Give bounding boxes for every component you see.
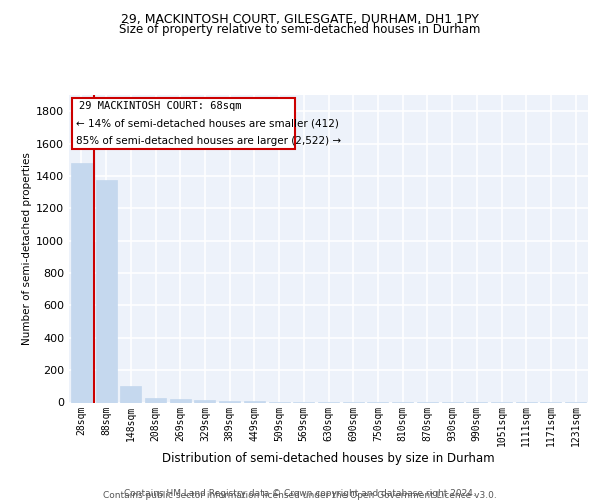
Text: 29, MACKINTOSH COURT, GILESGATE, DURHAM, DH1 1PY: 29, MACKINTOSH COURT, GILESGATE, DURHAM,… (121, 12, 479, 26)
Bar (120, 386, 141, 402)
Text: ← 14% of semi-detached houses are smaller (412): ← 14% of semi-detached houses are smalle… (76, 118, 338, 128)
Text: Contains public sector information licensed under the Open Government Licence v3: Contains public sector information licen… (103, 491, 497, 500)
X-axis label: Distribution of semi-detached houses by size in Durham: Distribution of semi-detached houses by … (162, 452, 495, 465)
Text: Contains HM Land Registry data © Crown copyright and database right 2024.: Contains HM Land Registry data © Crown c… (124, 488, 476, 498)
Text: Size of property relative to semi-detached houses in Durham: Size of property relative to semi-detach… (119, 22, 481, 36)
Text: 85% of semi-detached houses are larger (2,522) →: 85% of semi-detached houses are larger (… (76, 136, 341, 146)
Bar (95, 180, 116, 402)
Bar (71, 163, 92, 402)
FancyBboxPatch shape (71, 98, 295, 149)
Text: 29 MACKINTOSH COURT: 68sqm: 29 MACKINTOSH COURT: 68sqm (79, 101, 242, 111)
Bar (194, 400, 215, 402)
Bar (219, 401, 240, 402)
Bar (145, 398, 166, 402)
Bar (170, 400, 191, 402)
Y-axis label: Number of semi-detached properties: Number of semi-detached properties (22, 152, 32, 345)
